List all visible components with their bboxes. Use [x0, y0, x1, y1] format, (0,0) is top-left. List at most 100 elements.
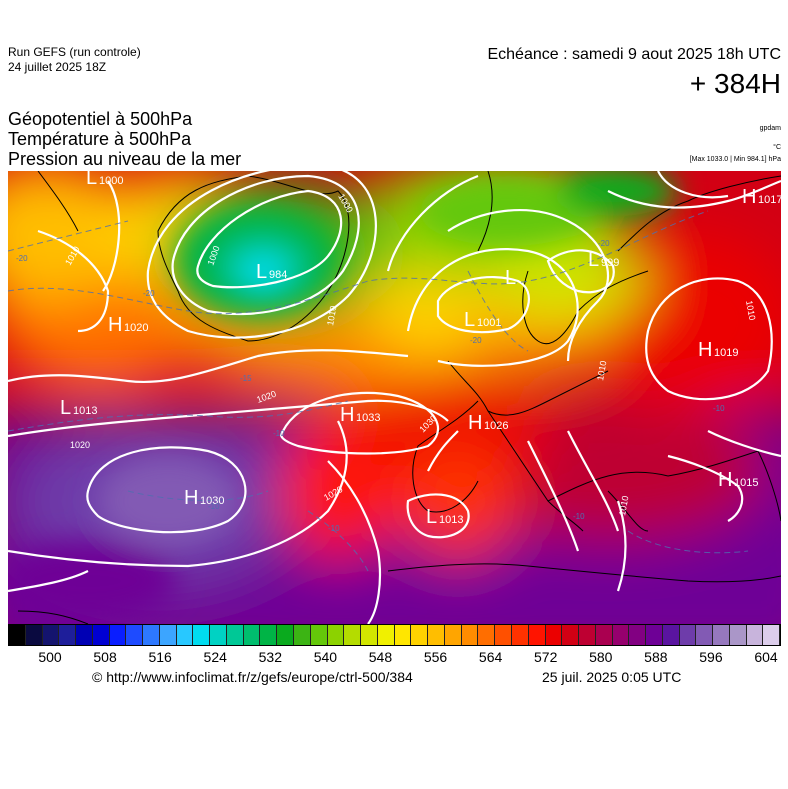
color-swatch	[579, 625, 596, 645]
high-value: 1015	[734, 477, 758, 489]
source-credit: © http://www.infoclimat.fr/z/gefs/europe…	[92, 669, 413, 685]
isotherms	[8, 210, 749, 572]
scale-tick-label: 548	[368, 649, 393, 665]
color-swatch	[210, 625, 227, 645]
low-letter: L	[588, 249, 599, 271]
color-swatch	[260, 625, 278, 645]
low-value: 984	[269, 269, 287, 281]
color-swatch	[9, 625, 26, 645]
color-swatch	[629, 625, 647, 645]
unit-temperature: °C	[773, 144, 781, 151]
color-swatch	[42, 625, 60, 645]
isobars	[8, 171, 781, 624]
scale-tick-label: 604	[754, 649, 778, 665]
color-swatch	[729, 625, 747, 645]
low-value: 1001	[477, 317, 501, 329]
temperature-label: -10	[208, 502, 220, 511]
color-swatch	[679, 625, 697, 645]
color-swatch	[294, 625, 311, 645]
high-1015: H 1015	[718, 469, 758, 491]
scale-tick-label: 516	[148, 649, 172, 665]
high-value: 1017	[758, 194, 781, 206]
high-letter: H	[718, 469, 732, 491]
low-letter: L	[505, 267, 516, 289]
color-swatch	[76, 625, 93, 645]
temperature-label: -10	[328, 524, 340, 533]
isobar-label: 1010	[595, 360, 608, 381]
color-swatch	[243, 625, 261, 645]
scale-tick-label: 580	[589, 649, 613, 665]
temperature-label: -15	[240, 374, 252, 383]
color-swatch	[646, 625, 663, 645]
color-scale-bar	[8, 624, 781, 646]
color-swatch	[277, 625, 295, 645]
parameter-pressure: Pression au niveau de la mer	[8, 149, 242, 169]
scale-tick-label: 556	[423, 649, 448, 665]
low-value: 999	[601, 257, 619, 269]
scale-tick-label: 588	[644, 649, 668, 665]
pressure-centers: L 1000 L 984 H 1020 L 1013 H 1033 H 1030 L 1001…	[60, 171, 781, 528]
color-swatch	[444, 625, 462, 645]
temperature-label: -20	[598, 239, 610, 248]
color-swatch	[159, 625, 177, 645]
color-swatch	[226, 625, 244, 645]
color-swatch	[25, 625, 43, 645]
run-date: 24 juillet 2025 18Z	[8, 60, 107, 74]
geopotential-field	[8, 171, 781, 624]
high-letter: H	[742, 186, 756, 208]
color-swatch	[310, 625, 328, 645]
color-swatch	[562, 625, 580, 645]
low-984: L 984	[256, 261, 287, 283]
temperature-label: -20	[143, 289, 155, 298]
color-swatch	[193, 625, 211, 645]
color-swatch	[662, 625, 680, 645]
scale-tick-label: 508	[93, 649, 117, 665]
weather-map: L 1000 L 984 H 1020 L 1013 H 1033 H 1030 L 1001…	[8, 171, 781, 624]
color-swatch	[361, 625, 378, 645]
low-value: 1000	[99, 175, 123, 187]
low-letter: L	[256, 261, 267, 283]
parameter-temperature: Température à 500hPa	[8, 129, 192, 149]
color-swatch	[612, 625, 630, 645]
isobar-label: 1010	[744, 300, 757, 321]
weather-map-canvas: L 1000 L 984 H 1020 L 1013 H 1033 H 1030 L 1001…	[8, 171, 781, 624]
low-letter: L	[426, 506, 437, 528]
temperature-label: -20	[470, 336, 482, 345]
low-value: 1013	[73, 405, 97, 417]
run-title: Run GEFS (run controle)	[8, 45, 141, 59]
low-999: L 999	[588, 249, 619, 271]
color-swatch	[126, 625, 144, 645]
low-letter: L	[86, 171, 97, 189]
color-swatch	[478, 625, 496, 645]
color-swatch	[746, 625, 764, 645]
scale-tick-label: 572	[534, 649, 558, 665]
color-swatch	[461, 625, 479, 645]
temperature-label: -10	[713, 404, 725, 413]
high-1017: H 1017	[742, 186, 781, 208]
pressure-extremes: [Max 1033.0 | Min 984.1] hPa	[689, 156, 781, 163]
color-scale-ticks: 500 508 516 524 532 540 548 556 564 572 580 588 596 6…	[8, 649, 781, 667]
low-letter: L	[464, 309, 475, 331]
isobar-label: 1010	[325, 305, 338, 326]
high-letter: H	[184, 487, 198, 509]
high-1026: H 1026	[468, 412, 508, 434]
color-swatch	[411, 625, 429, 645]
scale-tick-label: 524	[203, 649, 227, 665]
high-letter: H	[468, 412, 482, 434]
high-letter: H	[340, 404, 354, 426]
low-1000: L 1000	[86, 171, 123, 189]
color-swatch	[545, 625, 563, 645]
color-swatch	[344, 625, 362, 645]
high-1020: H 1020	[108, 314, 148, 336]
scale-tick-label: 564	[478, 649, 503, 665]
color-swatch	[763, 625, 781, 645]
color-swatch	[327, 625, 345, 645]
low-unlabeled: L	[505, 267, 516, 289]
scale-tick-label: 596	[699, 649, 723, 665]
isobar-label: 1020	[70, 440, 90, 450]
color-swatch	[696, 625, 714, 645]
high-1033: H 1033	[340, 404, 380, 426]
scale-tick-label: 540	[313, 649, 338, 665]
low-1013-iberia: L 1013	[426, 506, 463, 528]
scale-tick-label: 500	[38, 649, 62, 665]
